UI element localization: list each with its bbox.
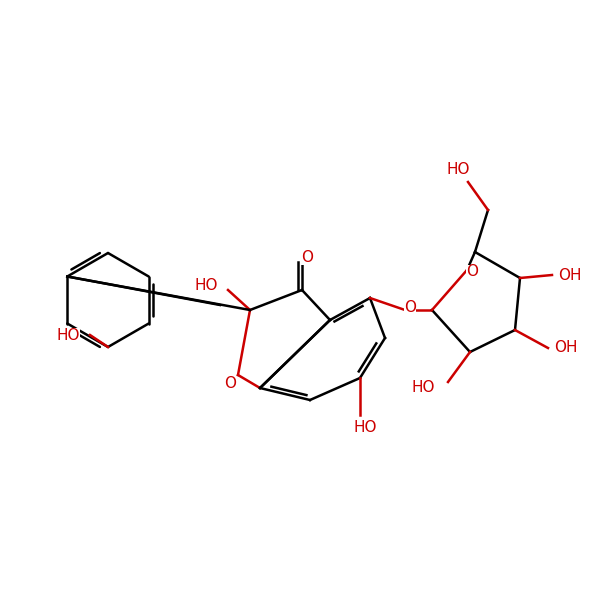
Text: O: O	[301, 250, 313, 265]
Text: O: O	[404, 299, 416, 314]
Text: HO: HO	[194, 277, 218, 292]
Text: HO: HO	[411, 379, 435, 395]
Text: OH: OH	[558, 268, 582, 283]
Text: HO: HO	[446, 163, 470, 178]
Text: HO: HO	[56, 328, 80, 343]
Text: HO: HO	[353, 419, 377, 434]
Text: O: O	[224, 376, 236, 391]
Text: OH: OH	[554, 340, 578, 355]
Text: O: O	[466, 265, 478, 280]
